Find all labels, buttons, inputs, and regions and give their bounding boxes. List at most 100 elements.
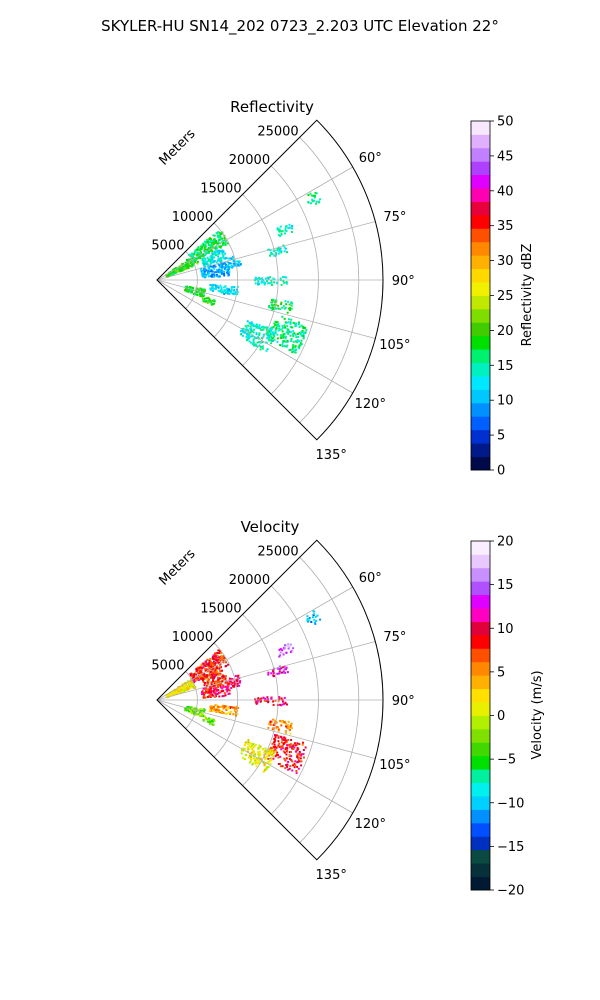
velocity-echo-pixel bbox=[313, 613, 315, 616]
reflectivity-echo-pixel bbox=[319, 198, 322, 201]
velocity-echo-pixel bbox=[213, 681, 216, 684]
velocity-echo-pixel bbox=[293, 766, 296, 769]
velocity-echo-pixel bbox=[214, 672, 217, 675]
velocity-echo-pixel bbox=[286, 724, 289, 727]
reflectivity-echo-pixel bbox=[200, 289, 203, 292]
reflectivity-echo-pixel bbox=[241, 330, 244, 333]
velocity-echo-pixel bbox=[222, 695, 225, 697]
reflectivity-colorbar-swatch bbox=[471, 134, 490, 149]
reflectivity-echo-pixel bbox=[209, 262, 212, 265]
reflectivity-echo-pixel bbox=[236, 293, 239, 296]
velocity-range-tick-label: 10000 bbox=[172, 630, 213, 645]
reflectivity-echo-pixel bbox=[278, 327, 281, 330]
velocity-echo-pixel bbox=[188, 706, 191, 709]
reflectivity-echo-pixel bbox=[280, 251, 283, 254]
velocity-echo-pixel bbox=[224, 677, 227, 680]
reflectivity-echo-region bbox=[254, 276, 288, 286]
reflectivity-echo-pixel bbox=[212, 238, 215, 241]
velocity-echo-pixel bbox=[288, 728, 291, 731]
velocity-echo-pixel bbox=[247, 743, 250, 746]
velocity-echo-pixel bbox=[174, 693, 177, 696]
velocity-echo-pixel bbox=[224, 685, 227, 688]
velocity-echo-pixel bbox=[195, 673, 198, 676]
reflectivity-echo-pixel bbox=[300, 339, 303, 342]
reflectivity-echo-pixel bbox=[284, 225, 287, 228]
reflectivity-echo-pixel bbox=[212, 273, 215, 276]
velocity-echo-pixel bbox=[221, 712, 223, 714]
velocity-echo-pixel bbox=[222, 707, 225, 710]
reflectivity-colorbar-tick-label: 35 bbox=[497, 219, 514, 234]
reflectivity-echo-pixel bbox=[228, 288, 231, 291]
velocity-echo-pixel bbox=[281, 765, 284, 768]
reflectivity-colorbar-swatch bbox=[471, 147, 490, 162]
velocity-colorbar-swatch bbox=[471, 621, 490, 636]
reflectivity-echo-pixel bbox=[199, 257, 202, 260]
reflectivity-colorbar-swatch bbox=[471, 174, 490, 189]
reflectivity-echo-pixel bbox=[291, 227, 294, 230]
reflectivity-echo-pixel bbox=[186, 265, 189, 267]
velocity-colorbar-swatch bbox=[471, 849, 490, 864]
reflectivity-echo-pixel bbox=[290, 338, 293, 341]
velocity-echo-pixel bbox=[188, 681, 191, 684]
velocity-echo-pixel bbox=[196, 678, 199, 680]
velocity-echo-pixel bbox=[285, 757, 288, 760]
reflectivity-echo-pixel bbox=[285, 281, 288, 283]
reflectivity-echo-pixel bbox=[255, 323, 258, 326]
velocity-echo-pixel bbox=[272, 755, 275, 758]
reflectivity-echo-pixel bbox=[223, 274, 226, 277]
reflectivity-azimuth-tick-label: 60° bbox=[359, 151, 382, 166]
reflectivity-echo-pixel bbox=[277, 329, 280, 332]
velocity-echo-pixel bbox=[313, 621, 316, 624]
velocity-echo-pixel bbox=[285, 666, 288, 669]
velocity-echo-pixel bbox=[213, 671, 216, 674]
velocity-echo-pixel bbox=[191, 683, 194, 686]
reflectivity-echo-pixel bbox=[196, 262, 199, 265]
reflectivity-echo-pixel bbox=[256, 336, 259, 339]
reflectivity-echo-pixel bbox=[227, 292, 229, 295]
velocity-echo-pixel bbox=[286, 749, 289, 752]
velocity-azimuth-tick-label: 120° bbox=[355, 817, 386, 832]
velocity-echo-pixel bbox=[206, 663, 209, 666]
reflectivity-echo-pixel bbox=[210, 274, 212, 277]
velocity-echo-pixel bbox=[312, 616, 314, 619]
velocity-echo-pixel bbox=[298, 760, 301, 763]
velocity-echo-pixel bbox=[210, 663, 213, 666]
velocity-echo-pixel bbox=[209, 688, 212, 691]
velocity-echo-pixel bbox=[248, 745, 251, 748]
reflectivity-echo-pixel bbox=[191, 256, 194, 259]
velocity-echo-pixel bbox=[216, 656, 219, 659]
reflectivity-echo-pixel bbox=[213, 299, 216, 302]
velocity-echo-pixel bbox=[275, 753, 278, 756]
velocity-echo-pixel bbox=[297, 759, 300, 762]
velocity-echo-pixel bbox=[213, 668, 216, 671]
reflectivity-echo-pixel bbox=[250, 321, 253, 324]
velocity-echo-pixel bbox=[308, 617, 311, 619]
reflectivity-echo-pixel bbox=[289, 331, 292, 333]
velocity-echo-pixel bbox=[268, 723, 271, 726]
velocity-echo-pixel bbox=[272, 671, 275, 674]
velocity-frame bbox=[156, 539, 384, 861]
velocity-echo-pixel bbox=[269, 759, 272, 762]
reflectivity-echo-pixel bbox=[200, 251, 203, 254]
velocity-echo-pixel bbox=[219, 670, 222, 672]
reflectivity-echo-pixel bbox=[211, 273, 214, 276]
reflectivity-echo-pixel bbox=[204, 240, 206, 243]
reflectivity-echo-pixel bbox=[281, 341, 284, 344]
velocity-echo-pixel bbox=[292, 743, 295, 746]
velocity-echo-pixel bbox=[186, 706, 189, 708]
reflectivity-echo-pixel bbox=[224, 243, 227, 246]
reflectivity-echo-pixel bbox=[247, 324, 250, 327]
reflectivity-echo-pixel bbox=[278, 328, 281, 331]
reflectivity-echo-pixel bbox=[283, 335, 285, 338]
reflectivity-echo-pixel bbox=[191, 263, 194, 266]
velocity-echo-pixel bbox=[291, 650, 294, 653]
reflectivity-colorbar-tick-label: 0 bbox=[497, 464, 505, 479]
velocity-echo-pixel bbox=[217, 649, 220, 652]
velocity-echo-pixel bbox=[184, 707, 187, 710]
velocity-echo-pixel bbox=[214, 654, 217, 656]
reflectivity-echo-pixel bbox=[230, 262, 233, 265]
velocity-echo-pixel bbox=[267, 726, 270, 729]
reflectivity-echo-pixel bbox=[280, 301, 283, 304]
velocity-echo-pixel bbox=[280, 697, 283, 700]
reflectivity-echo-pixel bbox=[209, 258, 212, 261]
